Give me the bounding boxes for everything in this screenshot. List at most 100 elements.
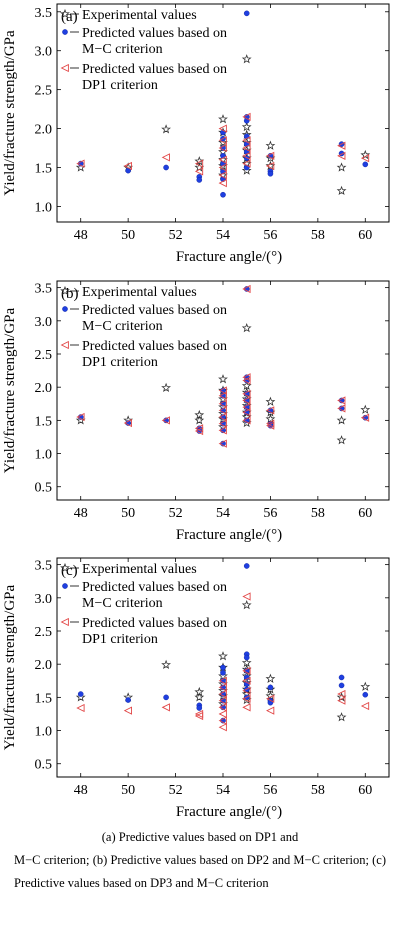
x-tick-label: 48 bbox=[74, 783, 88, 798]
data-point bbox=[218, 406, 227, 415]
y-tick-label: 2.0 bbox=[35, 658, 53, 673]
y-tick-label: 2.0 bbox=[35, 381, 53, 396]
data-point bbox=[218, 709, 227, 719]
data-point bbox=[196, 705, 203, 711]
y-tick-label: 1.0 bbox=[35, 200, 53, 215]
y-axis-label: Yield/fracture strength/GPa bbox=[2, 30, 18, 196]
data-point bbox=[242, 666, 251, 675]
data-point bbox=[242, 402, 251, 412]
legend-marker bbox=[60, 285, 70, 296]
data-point bbox=[242, 592, 251, 601]
data-point bbox=[218, 426, 227, 435]
data-point bbox=[218, 137, 228, 147]
data-point bbox=[194, 692, 205, 702]
y-tick-label: 1.0 bbox=[35, 448, 53, 463]
data-point bbox=[337, 689, 346, 699]
data-point bbox=[241, 121, 252, 132]
chart-panel-1: 48 50 52 54 56 58 60 1.0 1.5 2.0 2.5 3.0 3.5 Fracture… bbox=[2, 3, 390, 265]
legend-marker bbox=[60, 617, 69, 627]
legend-label: Predicted values based on bbox=[82, 616, 227, 631]
data-point bbox=[242, 686, 251, 695]
x-tick-label: 48 bbox=[74, 506, 88, 521]
data-point bbox=[218, 716, 227, 725]
legend-label: Experimental values bbox=[82, 285, 197, 300]
data-point bbox=[267, 684, 274, 691]
y-tick-label: 1.0 bbox=[35, 725, 53, 740]
x-tick-label: 60 bbox=[358, 228, 372, 243]
data-point bbox=[242, 676, 251, 685]
data-point bbox=[336, 185, 347, 196]
data-point bbox=[161, 703, 170, 712]
y-tick-label: 3.0 bbox=[35, 45, 53, 60]
data-point bbox=[218, 689, 227, 699]
data-point bbox=[218, 399, 227, 408]
series-3 bbox=[76, 112, 370, 188]
data-point bbox=[242, 284, 251, 294]
data-point bbox=[266, 706, 275, 715]
data-point bbox=[218, 651, 228, 661]
legend-entry: Predicted values based onM−C criterion bbox=[62, 303, 227, 334]
y-axis-label: Yield/fracture strength/GPa bbox=[2, 584, 18, 750]
data-point bbox=[194, 167, 204, 176]
data-point bbox=[77, 691, 84, 697]
legend-label: DP1 criterion bbox=[82, 78, 158, 93]
x-tick-label: 58 bbox=[311, 228, 325, 243]
caption-line-1: (a) Predictive values based on DP1 and bbox=[101, 830, 299, 844]
x-tick-label: 56 bbox=[263, 228, 277, 243]
data-point bbox=[194, 159, 204, 168]
data-point bbox=[218, 178, 227, 188]
data-point bbox=[220, 191, 226, 198]
data-point bbox=[218, 419, 227, 428]
data-point bbox=[266, 694, 275, 703]
data-point bbox=[242, 396, 251, 405]
data-point bbox=[218, 143, 227, 153]
data-point bbox=[123, 706, 132, 715]
data-point bbox=[265, 140, 276, 150]
y-tick-label: 3.5 bbox=[35, 282, 53, 297]
y-tick-label: 3.5 bbox=[35, 6, 53, 21]
data-point bbox=[218, 136, 227, 145]
data-point bbox=[338, 682, 345, 689]
data-point bbox=[241, 165, 252, 175]
x-tick-label: 56 bbox=[263, 506, 277, 521]
data-point bbox=[241, 322, 252, 333]
data-point bbox=[218, 439, 227, 448]
data-point bbox=[241, 599, 252, 610]
data-point bbox=[265, 153, 276, 163]
data-point bbox=[161, 124, 171, 134]
data-point bbox=[75, 692, 86, 702]
data-point bbox=[265, 413, 276, 424]
x-tick-label: 52 bbox=[169, 783, 183, 798]
x-axis-label: Fracture angle/(°) bbox=[176, 527, 282, 543]
data-point bbox=[218, 124, 227, 133]
data-point bbox=[123, 161, 132, 171]
x-tick-label: 56 bbox=[263, 783, 277, 798]
data-point bbox=[360, 413, 370, 422]
x-axis-label: Fracture angle/(°) bbox=[176, 249, 282, 265]
data-point bbox=[218, 391, 227, 400]
data-point bbox=[125, 697, 131, 703]
x-tick-label: 52 bbox=[169, 506, 183, 521]
y-axis-label: Yield/fracture strength/GPa bbox=[2, 307, 18, 473]
data-point bbox=[241, 54, 252, 64]
data-point bbox=[242, 389, 251, 398]
data-point bbox=[265, 690, 276, 701]
data-point bbox=[242, 694, 251, 703]
panel-label: (a) bbox=[61, 9, 78, 25]
legend-label: M−C criterion bbox=[82, 42, 163, 57]
x-tick-label: 50 bbox=[121, 228, 135, 243]
legend-entry: Experimental values bbox=[60, 8, 197, 23]
data-point bbox=[242, 376, 251, 385]
data-point bbox=[360, 681, 371, 691]
legend-label: Predicted values based on bbox=[82, 26, 227, 41]
data-point bbox=[242, 159, 251, 168]
data-point bbox=[336, 712, 347, 722]
y-tick-label: 3.0 bbox=[35, 592, 53, 607]
data-point bbox=[336, 415, 347, 425]
data-point bbox=[337, 404, 346, 413]
data-point bbox=[161, 382, 171, 393]
series-3 bbox=[76, 284, 370, 448]
y-tick-label: 3.5 bbox=[35, 559, 53, 574]
